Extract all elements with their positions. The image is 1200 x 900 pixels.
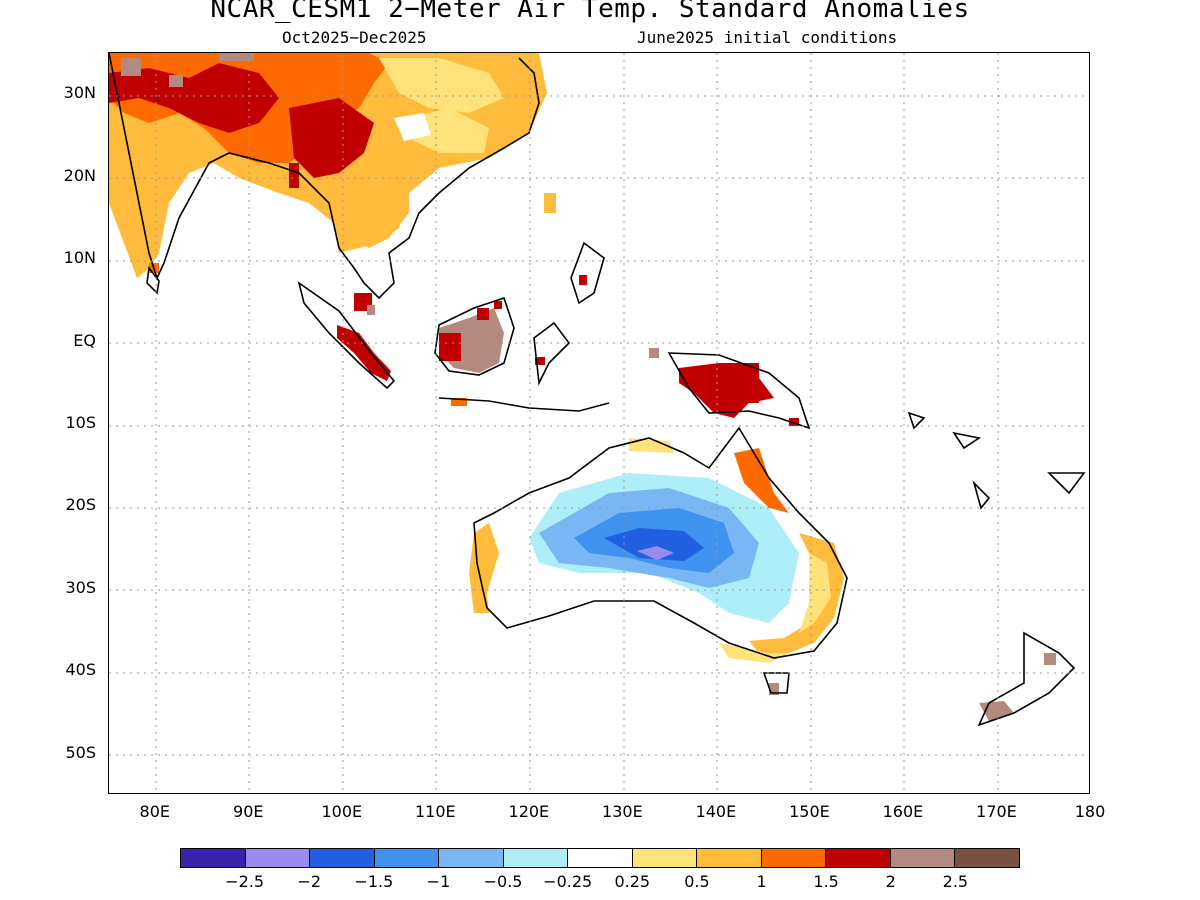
australia-anomaly-shading: [469, 433, 844, 695]
colorbar-tick-label: 0.5: [684, 872, 710, 891]
lon-tick-label: 150E: [789, 802, 830, 821]
lat-tick-label: 50S: [65, 742, 96, 762]
lon-tick-label: 180: [1074, 802, 1106, 821]
colorbar-swatch: [568, 849, 633, 867]
colorbar-swatch: [890, 849, 956, 867]
asia-anomaly-shading: [109, 53, 547, 278]
colorbar-swatch: [439, 849, 504, 867]
colorbar-tick-label: 1: [756, 872, 767, 891]
grid-lines: [109, 53, 1089, 793]
colorbar-tick-label: −1: [426, 872, 451, 891]
lon-tick-label: 140E: [695, 802, 737, 821]
lat-tick-label: 30S: [65, 577, 96, 597]
lon-tick-label: 170E: [976, 802, 1017, 821]
coastlines: [109, 53, 1086, 727]
lat-tick-label: 20N: [63, 165, 96, 185]
colorbar-tick-label: 1.5: [813, 872, 839, 891]
colorbar-swatch: [310, 849, 375, 867]
anomaly-map: [109, 53, 1089, 793]
colorbar-tick-label: 2.5: [942, 872, 969, 891]
colorbar-swatch: [761, 849, 827, 867]
lon-tick-label: 160E: [882, 802, 924, 821]
colorbar-tick-label: −0.25: [543, 872, 593, 891]
colorbar-swatch: [632, 849, 698, 867]
colorbar-tick-label: −0.5: [483, 872, 523, 891]
lat-tick-label: 40S: [65, 660, 96, 680]
lon-tick-label: 80E: [139, 802, 170, 821]
colorbar-tick-label: 0.25: [614, 872, 651, 891]
lon-tick-label: 120E: [508, 802, 550, 821]
lat-tick-label: 10N: [63, 248, 96, 268]
lat-tick-label: 20S: [65, 495, 96, 515]
map-title: NCAR_CESM1 2−Meter Air Temp. Standard An…: [210, 0, 970, 24]
map-plot-area: [108, 52, 1090, 794]
lat-tick-label: 10S: [65, 413, 96, 432]
lon-tick-label: 110E: [415, 802, 456, 821]
forecast-period: Oct2025−Dec2025: [282, 28, 427, 47]
colorbar-swatch: [826, 849, 891, 867]
colorbar-tick-label: −2: [297, 872, 322, 891]
colorbar-swatch: [245, 849, 311, 867]
colorbar-tick-label: −2.5: [225, 872, 265, 891]
colorbar-swatch: [503, 849, 569, 867]
initial-conditions: June2025 initial conditions: [637, 28, 898, 47]
lon-tick-label: 90E: [233, 802, 264, 821]
colorbar-swatch: [697, 849, 762, 867]
lat-tick-label: EQ: [73, 330, 96, 350]
colorbar-tick-label: 2: [885, 872, 896, 891]
lon-tick-label: 130E: [602, 802, 643, 821]
indonesia-anomaly-shading: [337, 193, 799, 426]
colorbar-swatch: [181, 849, 246, 867]
colorbar-swatch: [374, 849, 440, 867]
colorbar-swatch: [955, 849, 1019, 867]
lon-tick-label: 100E: [321, 802, 363, 821]
colorbar-tick-label: −1.5: [354, 872, 394, 891]
colorbar: [180, 848, 1020, 868]
lat-tick-label: 30N: [63, 83, 96, 103]
